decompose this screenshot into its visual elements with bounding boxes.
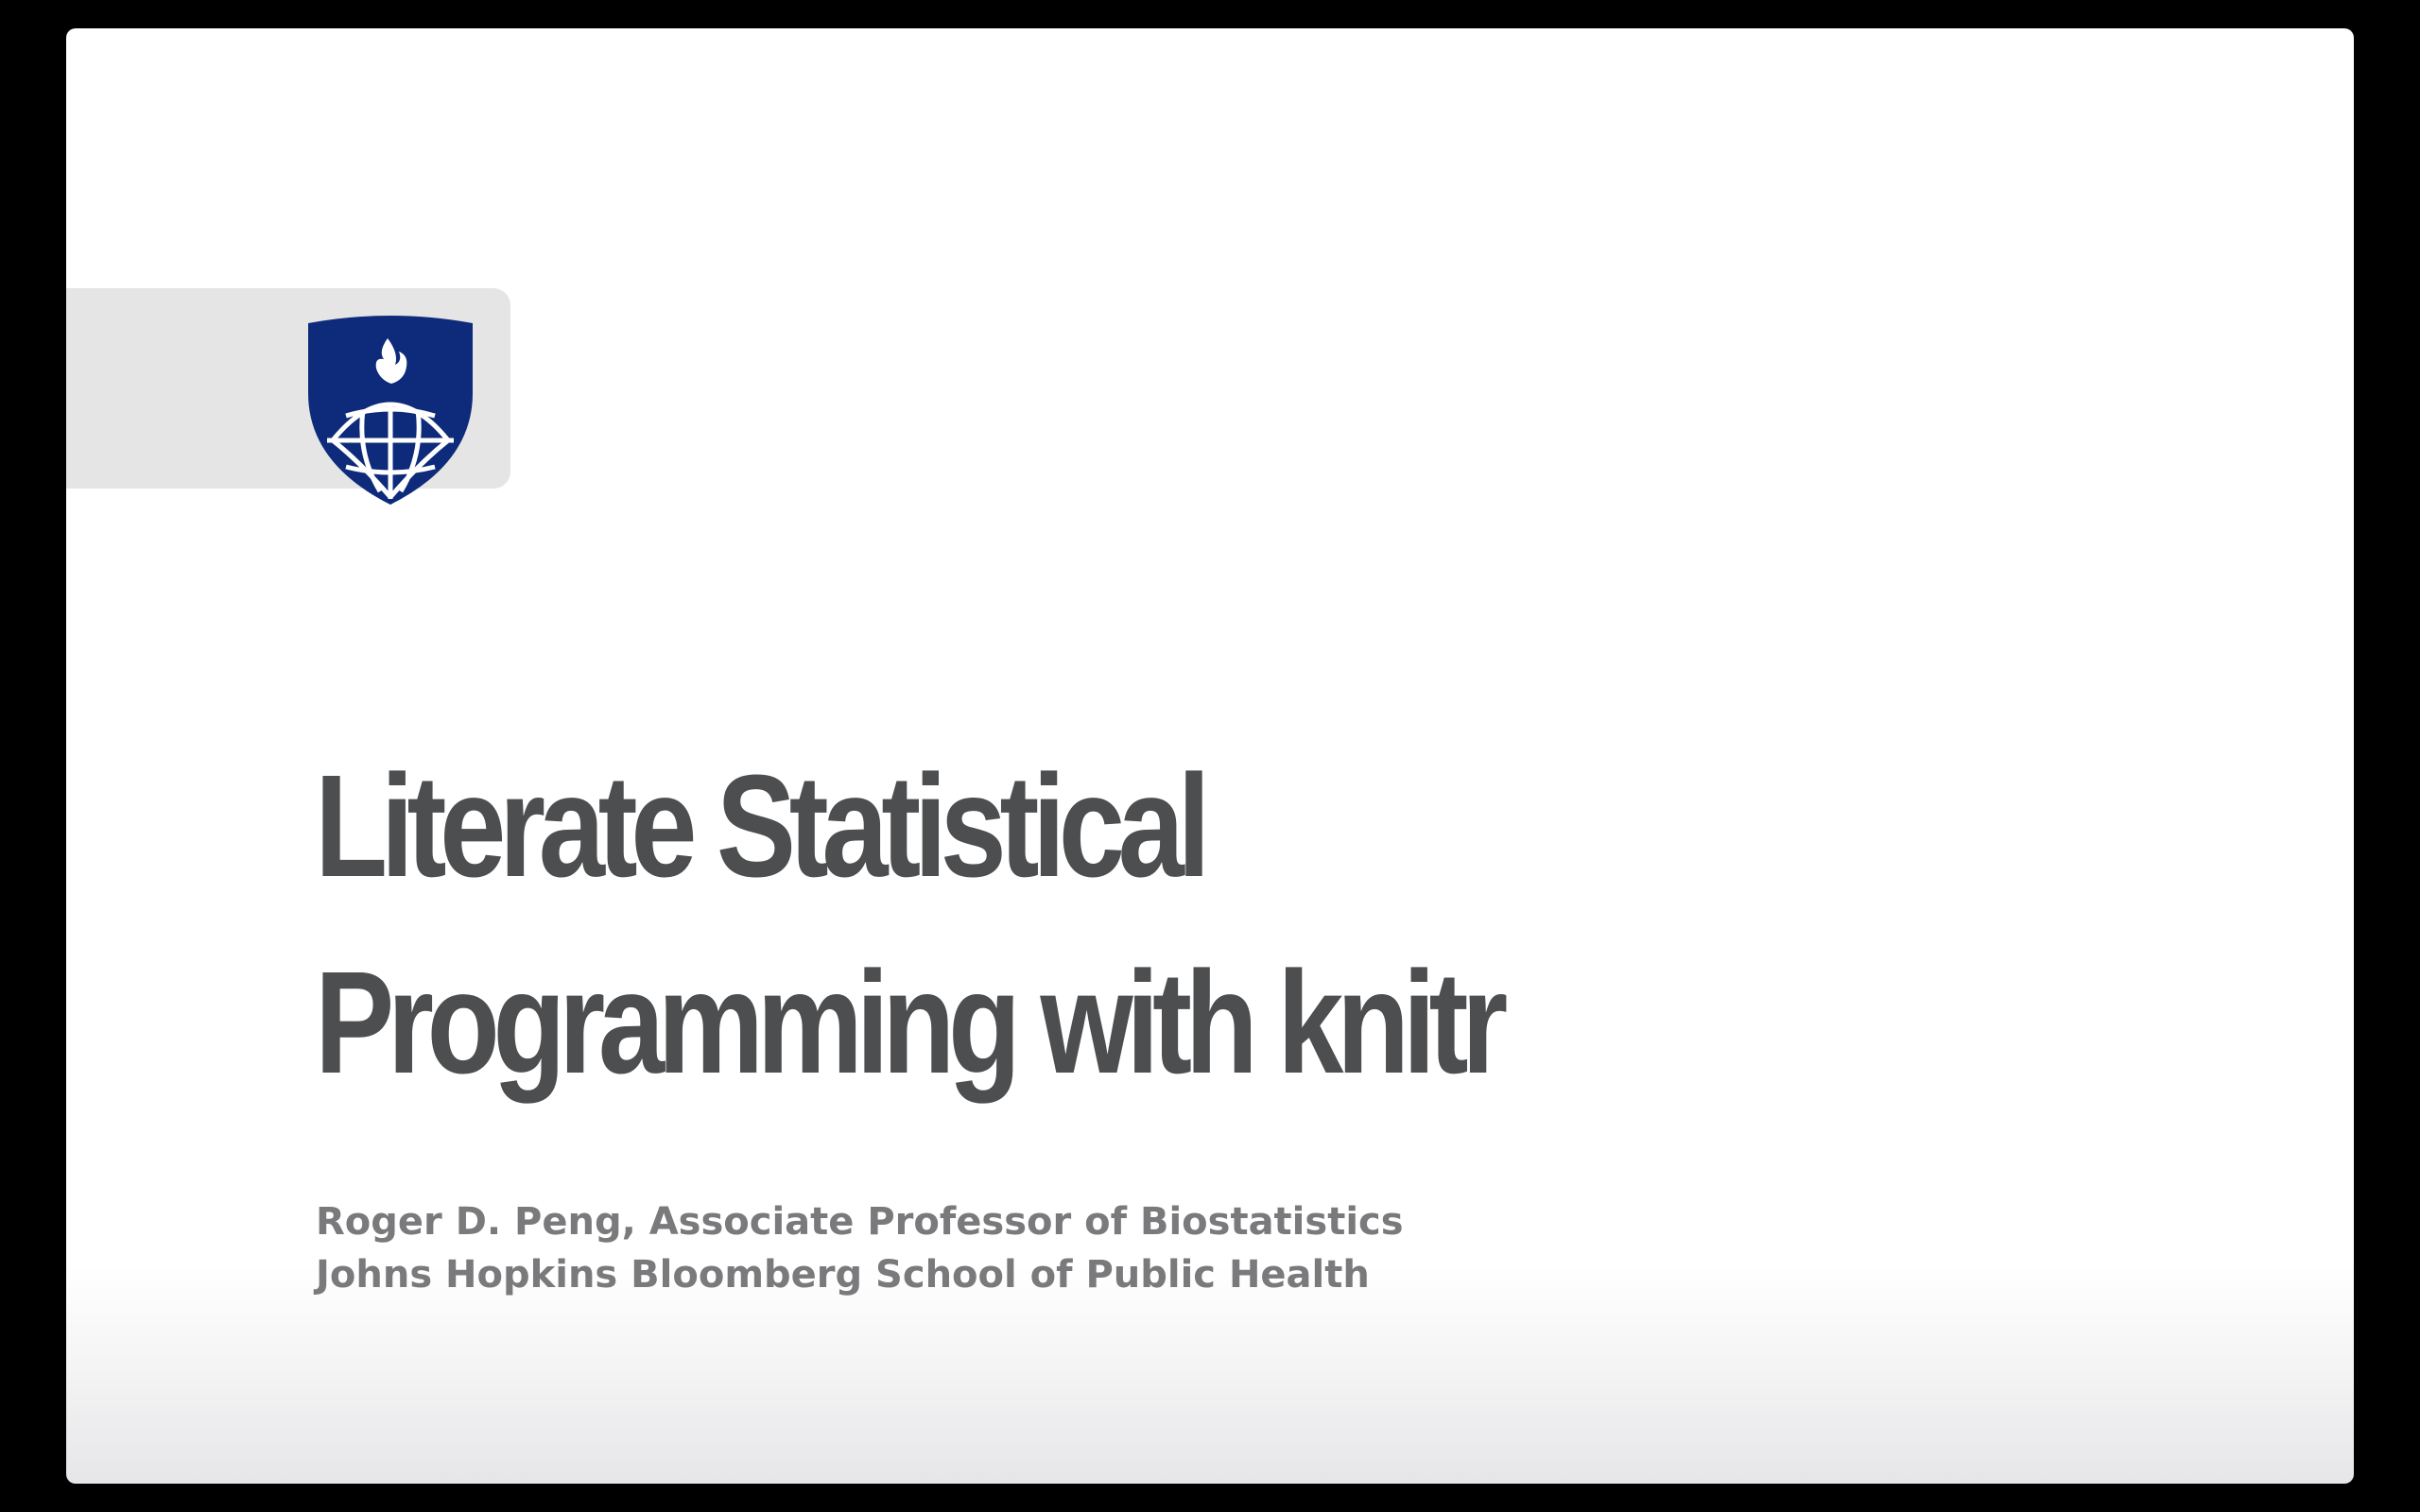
university-shield-icon — [308, 316, 473, 505]
slide-subtitle: Roger D. Peng, Associate Professor of Bi… — [316, 1195, 1404, 1301]
author-line: Roger D. Peng, Associate Professor of Bi… — [316, 1200, 1404, 1244]
slide-title: Literate Statistical Programming with kn… — [315, 745, 1508, 1104]
affiliation-line: Johns Hopkins Bloomberg School of Public… — [316, 1253, 1370, 1297]
slide-canvas: Literate Statistical Programming with kn… — [66, 28, 2354, 1484]
